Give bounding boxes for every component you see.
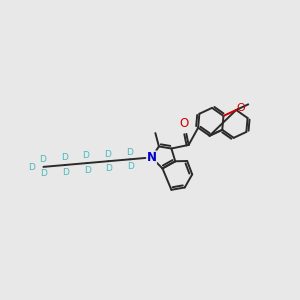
Text: O: O	[180, 117, 189, 130]
Text: D: D	[82, 152, 89, 160]
Text: D: D	[61, 153, 68, 162]
Text: D: D	[126, 148, 133, 157]
Text: O: O	[237, 103, 245, 113]
Text: D: D	[28, 164, 35, 172]
Text: D: D	[39, 155, 46, 164]
Text: D: D	[105, 164, 112, 173]
Text: D: D	[84, 166, 91, 175]
Text: D: D	[40, 169, 47, 178]
Text: N: N	[146, 151, 157, 164]
Text: D: D	[104, 150, 111, 159]
Text: D: D	[127, 162, 134, 171]
Text: D: D	[62, 168, 69, 177]
